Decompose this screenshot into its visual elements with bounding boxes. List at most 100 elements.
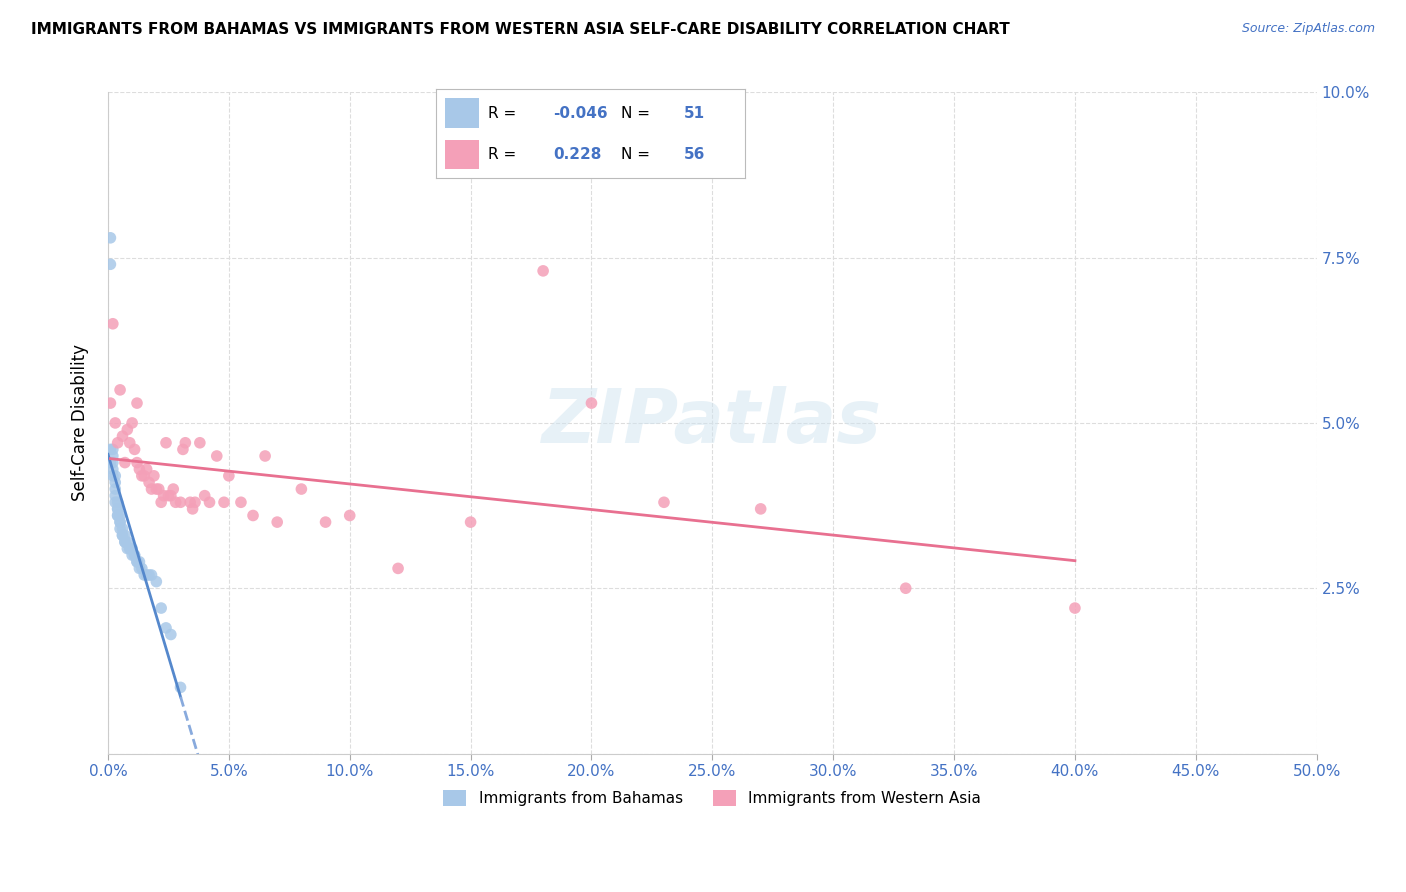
Point [125,456,148,470]
Point [125,396,148,410]
Point [114,535,136,549]
Point [165,495,187,509]
Point [108,383,131,397]
Point [121,541,143,556]
Point [125,555,148,569]
Text: N =: N = [621,106,655,120]
Point [141,568,163,582]
Point [339,508,361,523]
Point [460,515,482,529]
Point [124,442,146,457]
Point [128,555,150,569]
Point [254,449,277,463]
Point [155,435,177,450]
Point [174,435,197,450]
Point [188,435,211,450]
Point [131,561,153,575]
Text: 51: 51 [683,106,704,120]
Point [125,555,148,569]
Point [138,475,160,490]
Point [160,627,183,641]
Bar [446,140,479,169]
Point [894,581,917,595]
Point [145,574,167,589]
Point [242,508,264,523]
Point [131,468,153,483]
Point [101,449,124,463]
Point [108,515,131,529]
Point [145,482,167,496]
Point [172,442,194,457]
Point [152,489,174,503]
Point [104,495,127,509]
Point [101,456,124,470]
Point [290,482,312,496]
Point [150,601,173,615]
Point [107,435,129,450]
Point [107,502,129,516]
Point [198,495,221,509]
Point [169,495,191,509]
Point [169,681,191,695]
Point [1064,601,1087,615]
Text: N =: N = [621,147,655,161]
Text: -0.046: -0.046 [554,106,607,120]
Point [101,462,124,476]
Text: 0.228: 0.228 [554,147,602,161]
Point [104,489,127,503]
Point [107,508,129,523]
Point [117,535,139,549]
Point [108,522,131,536]
Point [117,423,139,437]
Point [205,449,228,463]
Point [114,528,136,542]
Point [162,482,184,496]
Point [266,515,288,529]
Point [134,568,156,582]
Point [652,495,675,509]
Point [148,482,170,496]
Point [100,231,122,245]
Point [117,541,139,556]
Text: R =: R = [488,106,522,120]
Legend: Immigrants from Bahamas, Immigrants from Western Asia: Immigrants from Bahamas, Immigrants from… [437,784,987,812]
Point [111,528,134,542]
Point [128,561,150,575]
Text: 56: 56 [683,147,704,161]
Point [218,468,240,483]
Point [100,442,122,457]
Point [104,416,127,430]
Point [104,475,127,490]
Point [179,495,201,509]
Point [108,515,131,529]
Point [155,621,177,635]
Point [212,495,235,509]
Point [114,535,136,549]
Text: IMMIGRANTS FROM BAHAMAS VS IMMIGRANTS FROM WESTERN ASIA SELF-CARE DISABILITY COR: IMMIGRANTS FROM BAHAMAS VS IMMIGRANTS FR… [31,22,1010,37]
Point [101,468,124,483]
Y-axis label: Self-Care Disability: Self-Care Disability [72,344,89,501]
Point [135,568,157,582]
Point [118,541,141,556]
Point [111,528,134,542]
Point [100,396,122,410]
Point [749,502,772,516]
Point [229,495,252,509]
Point [160,489,183,503]
Point [142,468,165,483]
Point [531,264,554,278]
Text: R =: R = [488,147,522,161]
Point [118,435,141,450]
Point [150,495,173,509]
Point [184,495,207,509]
Point [121,416,143,430]
Point [194,489,217,503]
Point [101,317,124,331]
Point [581,396,603,410]
Point [124,548,146,562]
Point [111,429,134,443]
Point [135,462,157,476]
Point [100,257,122,271]
Point [101,442,124,457]
Point [124,548,146,562]
